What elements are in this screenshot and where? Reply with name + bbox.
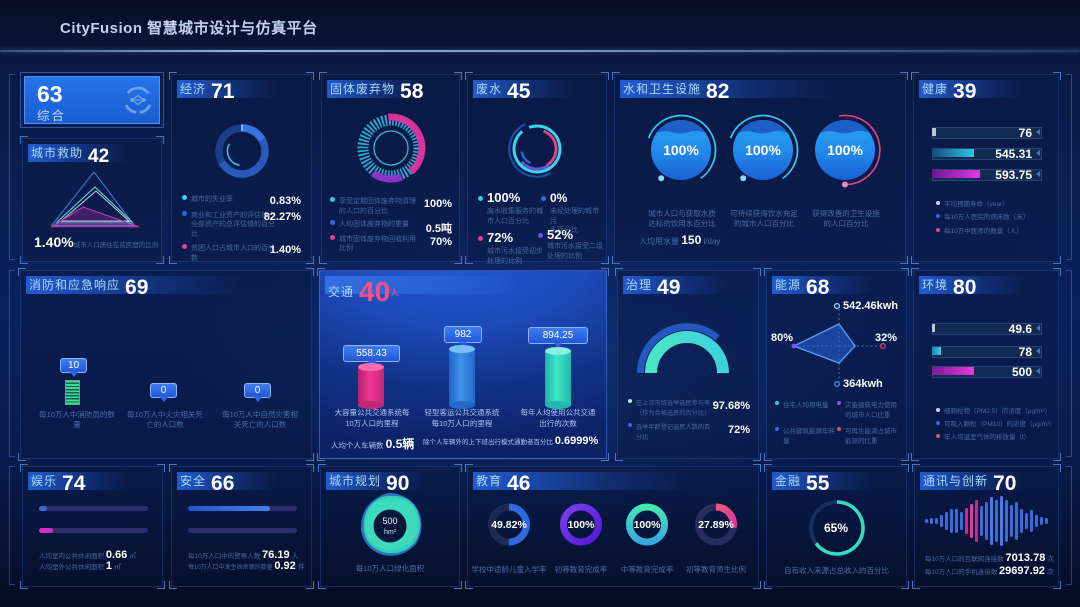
svg-text:100%: 100% [568,519,596,531]
svg-text:100%: 100% [827,142,863,158]
svg-text:49.82%: 49.82% [491,519,527,531]
svg-text:100%: 100% [634,519,662,531]
svg-text:hm²: hm² [384,529,397,536]
svg-text:100%: 100% [745,142,781,158]
svg-text:100%: 100% [663,142,699,158]
svg-text:500: 500 [382,516,397,526]
svg-text:27.89%: 27.89% [698,519,734,531]
